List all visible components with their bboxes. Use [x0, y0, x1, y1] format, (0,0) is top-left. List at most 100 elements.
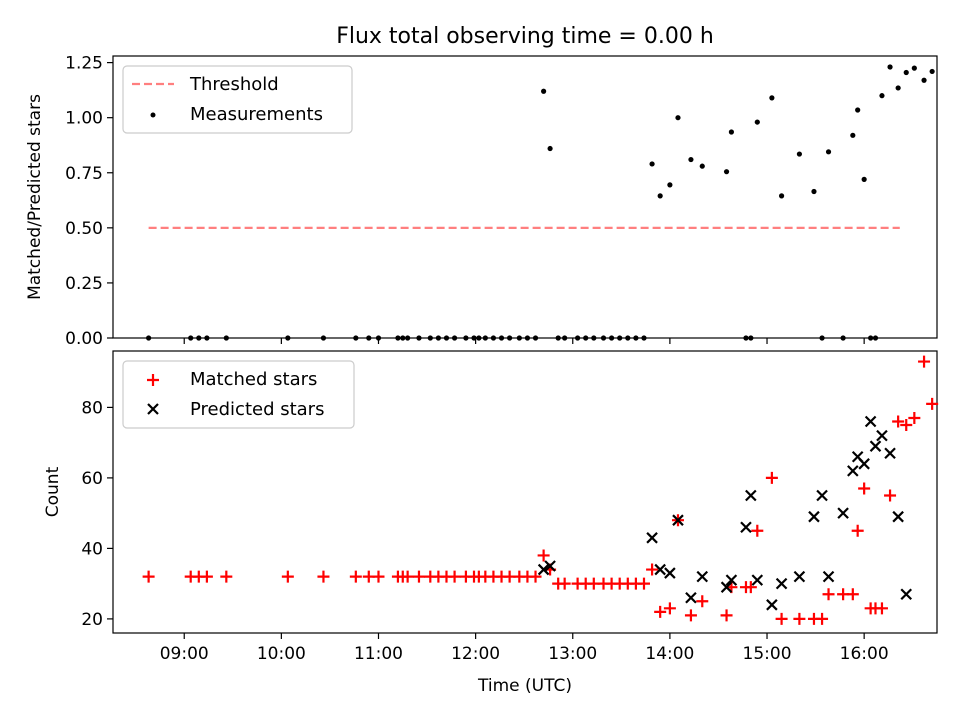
matched-star-marker [220, 570, 233, 583]
predicted-star-marker [876, 429, 888, 442]
count-panel: 20 40 60 80 09:00 10:00 11:00 12:00 13:00 14:00 1… [43, 350, 939, 696]
measurement-point [850, 132, 856, 138]
predicted-star-marker [864, 415, 877, 428]
measurement-point [400, 335, 406, 341]
measurement-point [754, 119, 760, 125]
predicted-star-marker [725, 574, 738, 586]
predicted-star-marker [537, 563, 550, 576]
matched-star-marker [281, 570, 294, 583]
measurement-point [840, 335, 846, 341]
measurement-point [769, 95, 775, 101]
measurement-point [699, 163, 705, 169]
measurement-point [375, 335, 382, 341]
bottom-ytick-label: 60 [81, 469, 103, 489]
matched-star-marker [317, 570, 330, 583]
measurement-point [600, 335, 607, 341]
predicted-star-marker [685, 591, 697, 604]
bottom-xtick-label: 15:00 [743, 644, 792, 664]
measurement-point [921, 77, 927, 83]
matched-star-marker [908, 411, 921, 424]
legend-predicted-label: Predicted stars [190, 399, 324, 420]
top-legend: Threshold Measurements [122, 65, 353, 134]
measurement-point [196, 335, 202, 341]
top-legend-box [122, 65, 353, 134]
matched-star-marker [851, 524, 864, 537]
predicted-star-marker [696, 570, 709, 583]
measurement-point [524, 335, 531, 341]
matched-star-marker [637, 577, 650, 590]
matched-star-marker [684, 609, 697, 622]
flux-ratio-panel: 0.00 0.25 0.50 0.75 1.00 1.25 Matched/Predict… [25, 54, 938, 349]
measurement-point [879, 93, 885, 99]
bottom-xtick-label: 10:00 [257, 644, 306, 664]
measurement-point [547, 145, 553, 152]
matched-star-marker [558, 577, 571, 590]
measurement-point [443, 335, 450, 341]
measurement-point [471, 335, 477, 341]
matched-star-marker [900, 419, 913, 432]
measurement-point [366, 335, 372, 341]
bottom-ytick-label: 20 [81, 610, 103, 630]
predicted-star-marker [858, 458, 870, 470]
bottom-xtick-label: 12:00 [451, 644, 500, 664]
measurement-point [482, 335, 488, 341]
measurement-point [861, 176, 867, 182]
matched-star-marker [412, 570, 425, 583]
matched-star-marker [349, 570, 362, 583]
predicted-star-marker [646, 532, 658, 544]
measurement-point [743, 335, 749, 341]
measurement-point [657, 193, 663, 199]
matched-star-marker [858, 482, 871, 495]
predicted-star-marker [672, 514, 684, 526]
measurement-point [811, 188, 817, 195]
predicted-star-marker [884, 447, 896, 460]
predicted-star-marker [766, 599, 778, 611]
chart-title: Flux total observing time = 0.00 h [336, 24, 714, 49]
matched-star-marker [875, 602, 888, 615]
measurement-point [723, 169, 730, 175]
top-ytick-label: 1.25 [65, 54, 103, 74]
measurement-point [728, 129, 735, 135]
bottom-xtick-label: 11:00 [354, 644, 403, 664]
measurement-point [825, 149, 832, 155]
measurement-point [516, 335, 522, 341]
measurement-point [819, 335, 825, 341]
measurement-point [667, 182, 673, 188]
bottom-xtick-label: 13:00 [548, 644, 597, 664]
matched-star-marker [892, 415, 905, 428]
predicted-star-marker [793, 570, 806, 583]
measurement-point [872, 335, 879, 341]
legend-threshold-label: Threshold [189, 74, 279, 95]
measurement-point [748, 335, 754, 341]
measurement-point [320, 335, 327, 341]
predicted-star-marker [544, 560, 556, 572]
measurement-point [895, 85, 901, 91]
matched-star-marker [537, 549, 550, 562]
legend-measurements-label: Measurements [190, 104, 323, 125]
top-ytick-label: 0.00 [65, 329, 103, 349]
matched-star-marker [654, 605, 667, 618]
measurement-point [146, 335, 152, 341]
matched-star-marker [529, 570, 542, 583]
measurement-point [591, 335, 597, 341]
matched-star-marker [372, 570, 385, 583]
predicted-star-marker [654, 563, 666, 576]
predicted-star-marker [720, 581, 733, 593]
measurement-point [188, 335, 194, 341]
legend-matched-label: Matched stars [190, 369, 317, 390]
matched-star-marker [884, 489, 897, 502]
measurement-point [541, 88, 547, 94]
measurement-point [490, 335, 497, 341]
predicted-star-marker [822, 570, 835, 583]
matched-star-marker [793, 612, 806, 625]
bottom-legend-box [122, 360, 355, 429]
measurement-point [427, 335, 433, 341]
matched-star-marker [646, 563, 659, 576]
top-ytick-label: 0.25 [65, 274, 103, 294]
matched-star-marker [200, 570, 213, 583]
top-ytick-label: 1.00 [65, 109, 103, 129]
predicted-star-marker [892, 510, 904, 523]
bottom-ytick-label: 80 [81, 398, 103, 418]
measurement-point [476, 335, 482, 341]
